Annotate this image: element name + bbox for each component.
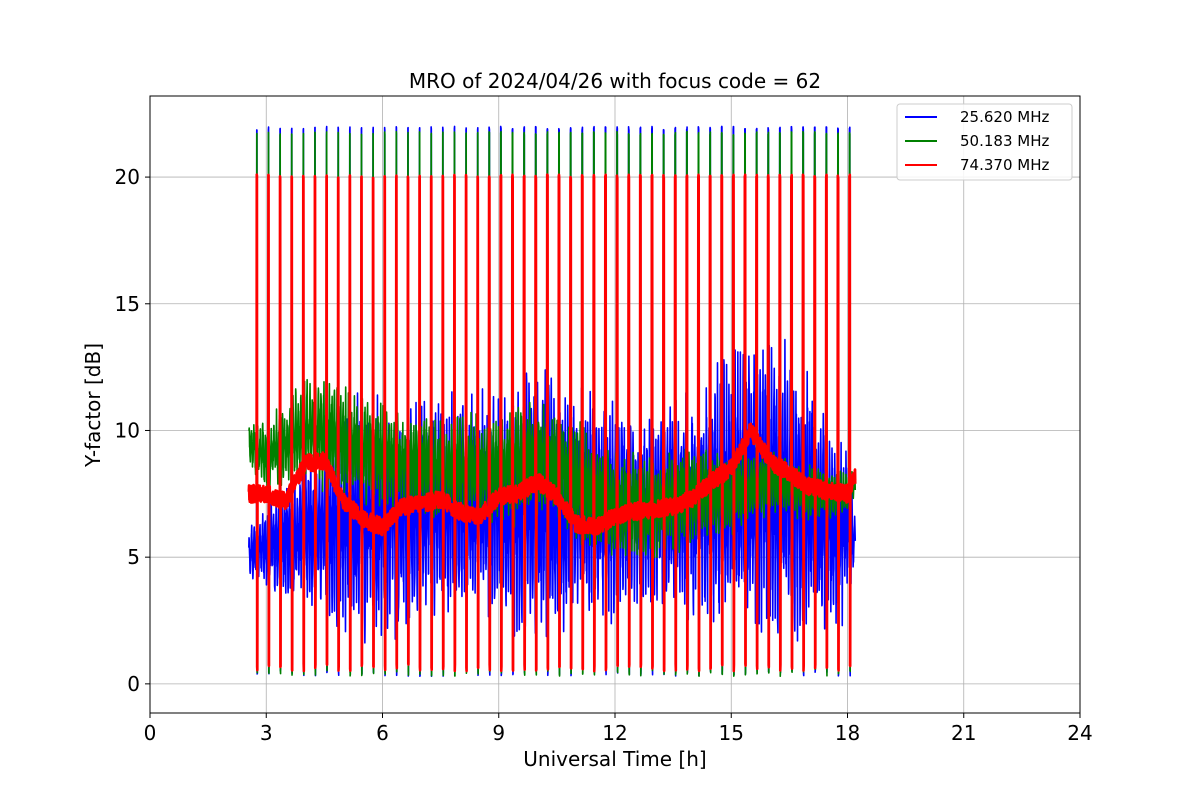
x-tick-label: 24: [1067, 721, 1092, 745]
legend: 25.620 MHz 50.183 MHz 74.370 MHz: [896, 103, 1073, 181]
y-tick-label: 5: [127, 545, 140, 569]
x-tick-label: 0: [144, 721, 157, 745]
x-tick-label: 18: [835, 721, 860, 745]
y-axis-ticks: 0 5 10 15 20: [115, 165, 150, 696]
series-layer: [247, 125, 857, 678]
y-tick-label: 0: [127, 672, 140, 696]
x-tick-label: 21: [951, 721, 976, 745]
x-tick-label: 12: [602, 721, 627, 745]
x-tick-label: 6: [376, 721, 389, 745]
x-tick-label: 3: [260, 721, 273, 745]
chart-title: MRO of 2024/04/26 with focus code = 62: [409, 69, 821, 93]
y-axis-label: Y-factor [dB]: [81, 343, 105, 468]
legend-box: [896, 103, 1073, 181]
x-tick-label: 9: [492, 721, 505, 745]
x-axis-label: Universal Time [h]: [523, 747, 706, 771]
series-line-74-370-mhz: [247, 173, 857, 673]
y-tick-label: 15: [115, 292, 140, 316]
series-line-50-183-mhz: [248, 130, 857, 677]
legend-label: 74.370 MHz: [960, 156, 1049, 174]
y-tick-label: 20: [115, 165, 140, 189]
x-tick-label: 15: [719, 721, 744, 745]
legend-label: 50.183 MHz: [960, 132, 1049, 150]
y-tick-label: 10: [115, 418, 140, 442]
x-axis-ticks: 0 3 6 9 12 15 18 21 24: [144, 713, 1093, 745]
series-line-25-620-mhz: [248, 125, 857, 678]
legend-label: 25.620 MHz: [960, 108, 1049, 126]
